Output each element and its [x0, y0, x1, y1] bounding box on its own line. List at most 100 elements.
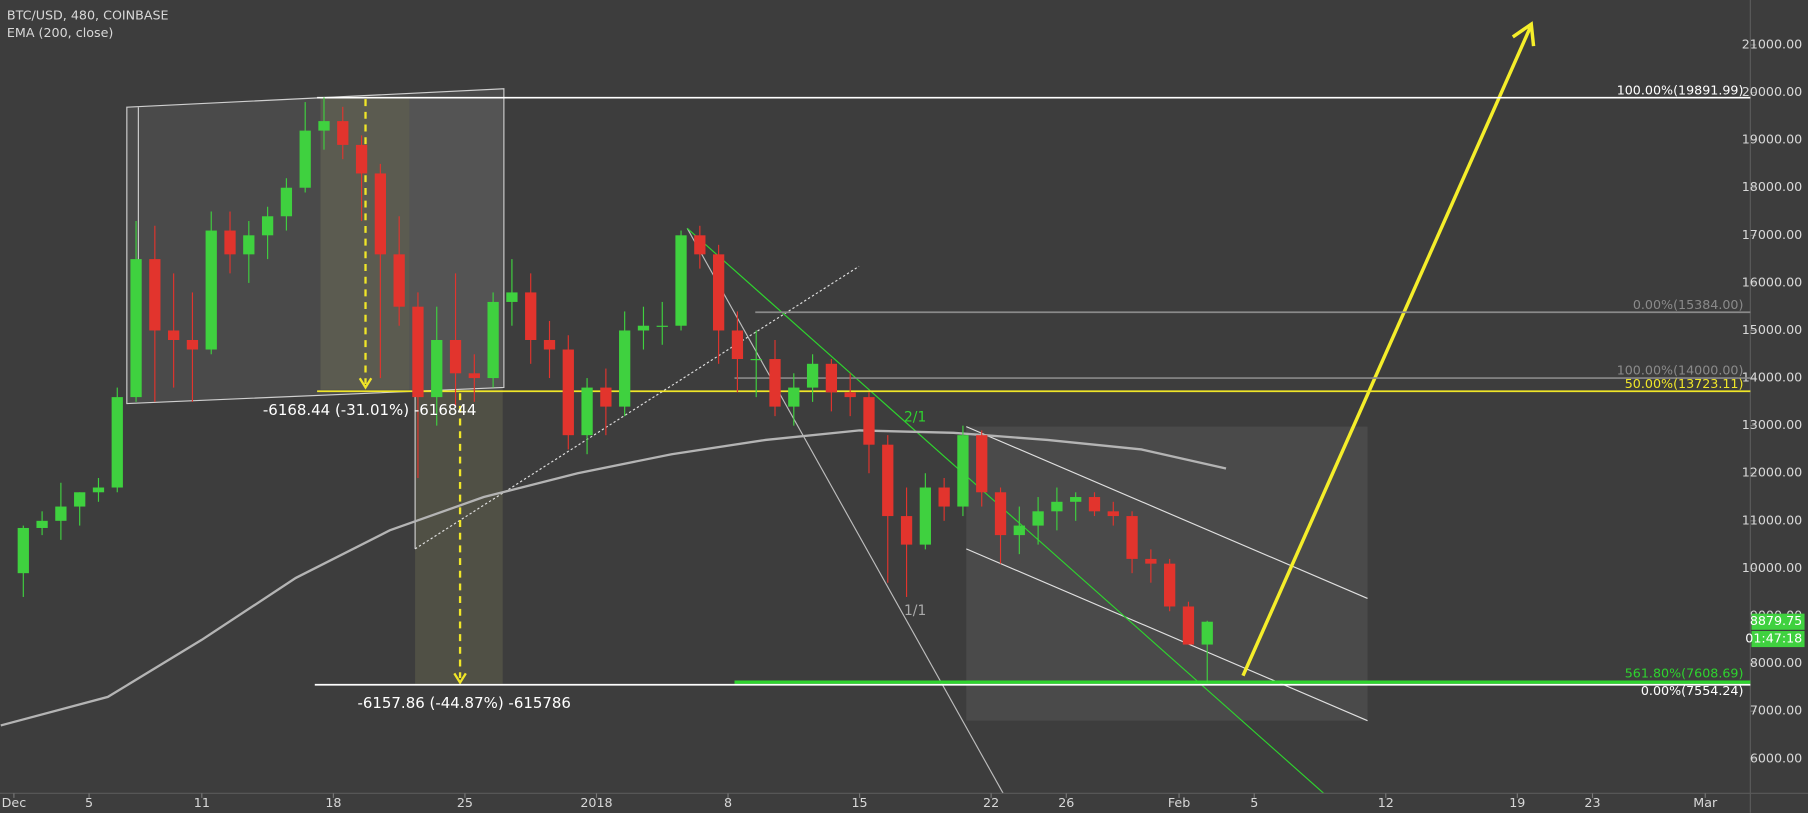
x-tick-label: 5 — [85, 795, 93, 810]
candle-body — [186, 340, 199, 350]
level-label: 0.00%(7554.24) — [1641, 683, 1744, 698]
annotation: 1/1 — [904, 603, 926, 619]
annotation: 2/1 — [904, 409, 926, 425]
x-tick-label: 23 — [1584, 795, 1600, 810]
candle-body — [412, 306, 424, 398]
candle-body — [449, 340, 462, 374]
level-label: 100.00%(19891.99) — [1617, 82, 1744, 97]
trend-line — [686, 228, 1004, 794]
candle-body — [976, 435, 988, 493]
candle-body — [224, 230, 236, 255]
candle-body — [1126, 516, 1138, 559]
candle-body — [1013, 525, 1025, 536]
candle-body — [1070, 497, 1082, 502]
candle-body — [130, 259, 142, 398]
x-tick-label: Dec — [2, 795, 27, 810]
y-tick-label: 14000.00 — [1742, 370, 1802, 385]
y-tick-label: 21000.00 — [1742, 36, 1802, 51]
x-tick-label: 2018 — [580, 795, 612, 810]
candle-body — [525, 292, 537, 341]
y-tick-label: 15000.00 — [1742, 322, 1802, 337]
candle-body — [806, 363, 819, 388]
candle-body — [750, 359, 762, 361]
x-tick-label: 19 — [1509, 795, 1525, 810]
x-tick-label: 26 — [1058, 795, 1074, 810]
candle-body — [581, 387, 593, 436]
y-tick-label: 16000.00 — [1742, 274, 1802, 289]
arrow-head — [453, 672, 467, 685]
candle-body — [168, 330, 180, 341]
candle-body — [431, 340, 443, 398]
price-tag: 8879.75 — [1750, 613, 1802, 628]
annotation: -6157.86 (-44.87%) -615786 — [357, 694, 571, 712]
candle-body — [468, 373, 480, 379]
y-tick-label: 20000.00 — [1742, 84, 1802, 99]
x-tick-label: 5 — [1250, 795, 1258, 810]
candle-body — [788, 387, 800, 407]
candle-body — [825, 363, 838, 393]
candle-body — [1107, 511, 1119, 517]
candle-body — [55, 506, 67, 521]
candle-body — [374, 173, 387, 255]
x-tick-label: 25 — [457, 795, 473, 810]
x-tick-label: 11 — [194, 795, 210, 810]
candle-body — [337, 121, 349, 145]
forecast-arrow — [1241, 26, 1532, 677]
candle-body — [863, 397, 875, 445]
dotted-trend — [414, 265, 860, 550]
level-label: 100.00%(14000.00) — [1617, 363, 1744, 378]
candle-body — [712, 254, 725, 331]
candle-body — [919, 487, 931, 545]
countdown: 01:47:18 — [1745, 631, 1802, 646]
candle-body — [731, 330, 744, 360]
arrow-head — [358, 377, 373, 390]
candle-body — [900, 516, 913, 545]
y-tick-label: 7000.00 — [1750, 703, 1802, 718]
level-label: 50.00%(13723.11) — [1625, 376, 1744, 391]
candle-body — [1032, 511, 1044, 526]
candle-body — [261, 216, 274, 236]
y-tick-label: 6000.00 — [1750, 750, 1802, 765]
candle-body — [1051, 501, 1063, 512]
candle-body — [957, 435, 969, 507]
candle-body — [656, 325, 668, 327]
candle-body — [694, 235, 706, 255]
countdown-bg — [1751, 630, 1805, 648]
y-tick-label: 18000.00 — [1742, 179, 1802, 194]
candle-body — [994, 492, 1007, 536]
indicator-legend: EMA (200, close) — [7, 25, 113, 40]
candle-body — [562, 349, 574, 436]
level-label: 561.80%(7608.69) — [1625, 666, 1744, 681]
y-tick-label: 11000.00 — [1742, 512, 1802, 527]
candle-body — [1201, 621, 1213, 645]
candle-body — [74, 492, 86, 507]
candle-body — [149, 259, 161, 331]
y-tick-label: 17000.00 — [1742, 227, 1802, 242]
candle-body — [17, 527, 29, 574]
candle-body — [111, 397, 123, 488]
candle-body — [675, 235, 687, 326]
price-tag-bg — [1751, 613, 1805, 630]
range-box — [126, 88, 505, 405]
chart-title: BTC/USD, 480, COINBASE — [7, 8, 169, 23]
ema-line — [0, 429, 1227, 727]
y-tick-label: 19000.00 — [1742, 132, 1802, 147]
candle-body — [1164, 563, 1176, 607]
candle-body — [355, 144, 368, 174]
candle-body — [299, 130, 311, 188]
y-tick-label: 13000.00 — [1742, 417, 1802, 432]
candle-body — [393, 254, 405, 307]
candle-body — [318, 121, 330, 131]
x-tick-label: Mar — [1693, 795, 1718, 810]
candle-body — [938, 487, 950, 507]
y-tick-label: 10000.00 — [1742, 560, 1802, 575]
candle-body — [769, 359, 781, 407]
candle-body — [92, 487, 105, 493]
candle-body — [205, 230, 217, 350]
x-tick-label: 18 — [325, 795, 341, 810]
candle-body — [543, 340, 556, 350]
candle-body — [600, 387, 612, 407]
x-tick-label: Feb — [1168, 795, 1190, 810]
